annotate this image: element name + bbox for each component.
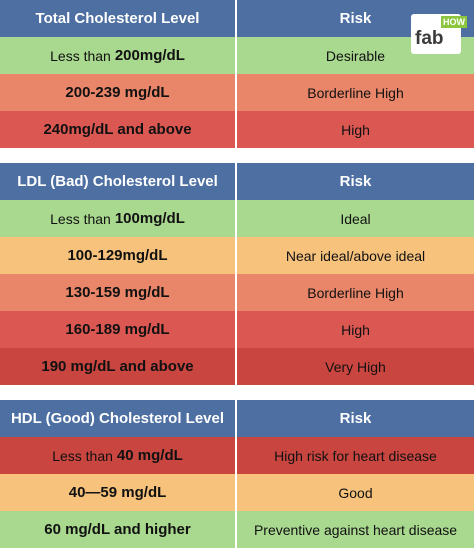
- table-row: Less than 40 mg/dL High risk for heart dis…: [0, 437, 474, 474]
- logo-main: fab: [415, 28, 444, 49]
- risk-cell: Borderline High: [307, 84, 404, 101]
- level-cell: 160-189 mg/dL: [0, 311, 237, 348]
- level-bold: 40—59 mg/dL: [68, 484, 167, 501]
- level-bold: 200mg/dL: [114, 47, 185, 64]
- table: LDL (Bad) Cholesterol Level Risk Less than…: [0, 163, 474, 385]
- level-text: Less than: [52, 447, 113, 464]
- table-row: 40—59 mg/dL Good: [0, 474, 474, 511]
- logo-small: HOW: [441, 16, 467, 28]
- risk-cell: Preventive against heart disease: [253, 521, 458, 538]
- level-bold: 100mg/dL: [114, 210, 185, 227]
- risk-cell: High: [341, 321, 370, 338]
- level-bold: 130-159 mg/dL: [65, 284, 170, 301]
- header-cell: LDL (Bad) Cholesterol Level: [0, 163, 237, 200]
- table-row: 160-189 mg/dL High: [0, 311, 474, 348]
- table: HDL (Good) Cholesterol Level Risk Less tha…: [0, 400, 474, 548]
- header-row: LDL (Bad) Cholesterol Level Risk: [0, 163, 474, 200]
- level-bold: 160-189 mg/dL: [65, 321, 170, 338]
- header-row: Total Cholesterol Level Risk: [0, 0, 474, 37]
- level-cell: 40—59 mg/dL: [0, 474, 237, 511]
- level-cell: 190 mg/dL and above: [0, 348, 237, 385]
- level-cell: 60 mg/dL and higher: [0, 511, 237, 548]
- table-row: 200-239 mg/dL Borderline High: [0, 74, 474, 111]
- level-bold: 100-129mg/dL: [67, 247, 168, 264]
- level-bold: 200-239 mg/dL: [65, 84, 170, 101]
- level-cell: 240mg/dL and above: [0, 111, 237, 148]
- table-row: 130-159 mg/dL Borderline High: [0, 274, 474, 311]
- table-row: 240mg/dL and above High: [0, 111, 474, 148]
- table-row: 100-129mg/dL Near ideal/above ideal: [0, 237, 474, 274]
- level-text: Less than: [50, 210, 111, 227]
- level-cell: 130-159 mg/dL: [0, 274, 237, 311]
- level-cell: 200-239 mg/dL: [0, 74, 237, 111]
- header-cell: Risk: [237, 400, 474, 437]
- level-cell: Less than 200mg/dL: [0, 37, 237, 74]
- risk-cell: High: [341, 121, 370, 138]
- header-cell: Total Cholesterol Level: [0, 0, 237, 37]
- level-cell: 100-129mg/dL: [0, 237, 237, 274]
- header-cell: Risk: [237, 163, 474, 200]
- table-row: 60 mg/dL and higher Preventive against he…: [0, 511, 474, 548]
- risk-cell: Very High: [325, 358, 386, 375]
- level-bold: 40 mg/dL: [116, 447, 183, 464]
- risk-cell: Near ideal/above ideal: [285, 247, 426, 264]
- level-bold: 240mg/dL and above: [43, 121, 192, 138]
- risk-cell: Desirable: [325, 47, 386, 64]
- header-cell: HDL (Good) Cholesterol Level: [0, 400, 237, 437]
- risk-cell: Ideal: [340, 210, 371, 227]
- level-cell: Less than 100mg/dL: [0, 200, 237, 237]
- table-row: Less than 200mg/dL Desirable: [0, 37, 474, 74]
- level-text: Less than: [50, 47, 111, 64]
- table-row: Less than 100mg/dL Ideal: [0, 200, 474, 237]
- header-row: HDL (Good) Cholesterol Level Risk: [0, 400, 474, 437]
- level-bold: 60 mg/dL and higher: [44, 521, 191, 538]
- logo: fab HOW: [411, 14, 467, 54]
- table: Total Cholesterol Level Risk Less than 200m…: [0, 0, 474, 148]
- table-row: 190 mg/dL and above Very High: [0, 348, 474, 385]
- risk-cell: High risk for heart disease: [274, 447, 437, 464]
- risk-cell: Borderline High: [307, 284, 404, 301]
- level-cell: Less than 40 mg/dL: [0, 437, 237, 474]
- level-bold: 190 mg/dL and above: [41, 358, 194, 375]
- risk-cell: Good: [338, 484, 373, 501]
